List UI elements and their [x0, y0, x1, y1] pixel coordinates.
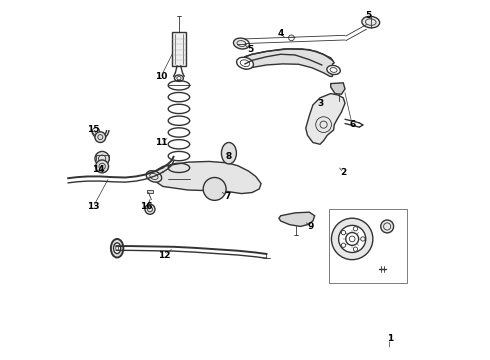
Bar [329, 208, 407, 283]
Text: 11: 11 [155, 138, 167, 147]
Ellipse shape [221, 143, 237, 164]
Text: 12: 12 [158, 251, 171, 260]
Polygon shape [331, 83, 345, 94]
Circle shape [95, 152, 109, 166]
Text: 3: 3 [317, 99, 323, 108]
Ellipse shape [225, 148, 232, 158]
Ellipse shape [211, 183, 219, 195]
Polygon shape [279, 212, 315, 226]
Polygon shape [306, 94, 345, 144]
Text: 16: 16 [141, 202, 153, 211]
Text: 6: 6 [349, 120, 355, 129]
Text: 5: 5 [365, 11, 371, 20]
Ellipse shape [114, 243, 121, 253]
Ellipse shape [146, 171, 162, 182]
Ellipse shape [222, 144, 235, 162]
Bar [147, 190, 153, 193]
Ellipse shape [208, 179, 221, 199]
Circle shape [353, 247, 358, 251]
Text: 14: 14 [92, 165, 105, 174]
Circle shape [331, 218, 373, 260]
Circle shape [95, 132, 106, 143]
Ellipse shape [362, 16, 380, 28]
Circle shape [93, 127, 99, 135]
Ellipse shape [327, 66, 341, 75]
Circle shape [361, 237, 365, 241]
Circle shape [381, 220, 393, 233]
Polygon shape [152, 161, 261, 194]
Circle shape [203, 177, 226, 201]
Ellipse shape [111, 239, 123, 257]
Circle shape [96, 160, 109, 173]
Circle shape [353, 226, 358, 231]
Bar [172, 32, 186, 66]
Text: 4: 4 [277, 29, 284, 38]
Text: 5: 5 [247, 45, 253, 54]
Text: 13: 13 [87, 202, 99, 211]
Ellipse shape [237, 57, 253, 69]
Text: 8: 8 [226, 152, 232, 161]
Circle shape [342, 230, 345, 235]
Circle shape [342, 243, 345, 247]
Polygon shape [245, 49, 334, 76]
Text: 2: 2 [340, 168, 346, 177]
Circle shape [145, 204, 155, 214]
Text: 7: 7 [224, 192, 230, 201]
Ellipse shape [233, 38, 249, 49]
Text: 9: 9 [308, 222, 314, 231]
Text: 1: 1 [387, 334, 393, 343]
Circle shape [339, 225, 366, 252]
Text: 15: 15 [87, 126, 99, 135]
Text: 10: 10 [155, 72, 167, 81]
